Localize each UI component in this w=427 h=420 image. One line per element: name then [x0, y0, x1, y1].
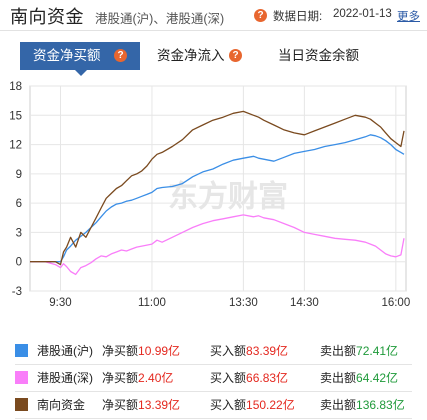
series-line-2 [30, 110, 405, 266]
header-divider [0, 30, 427, 31]
legend-swatch [15, 371, 28, 384]
active-tab-caret [75, 70, 87, 76]
legend-swatch [15, 344, 28, 357]
series-name: 南向资金 [37, 398, 86, 412]
buy-amount: 买入额150.22亿 [210, 392, 295, 418]
buy-label: 买入额 [210, 371, 247, 385]
tab-balance[interactable]: 当日资金余额 [278, 42, 359, 70]
legend-row-hgt: 港股通(沪) 净买额10.99亿 买入额83.39亿 卖出额72.41亿 [15, 338, 412, 365]
buy-label: 买入额 [210, 344, 247, 358]
x-tick-label: 11:00 [138, 297, 166, 309]
buy-value: 150.22亿 [246, 398, 295, 412]
x-tick-label: 9:30 [49, 297, 71, 309]
help-icon[interactable]: ? [229, 49, 242, 62]
y-tick-label: 9 [16, 169, 22, 181]
series-line-0 [30, 134, 405, 263]
sell-value: 136.83亿 [356, 398, 405, 412]
y-tick-label: 15 [9, 110, 22, 122]
page-title: 南向资金 [10, 7, 84, 27]
tab-net-inflow-label: 资金净流入 [157, 48, 225, 63]
sell-amount: 卖出额136.83亿 [320, 392, 405, 418]
help-icon[interactable]: ? [114, 49, 127, 62]
y-tick-label: -3 [12, 286, 22, 298]
net-buy-value: 2.40亿 [138, 371, 174, 385]
buy-amount: 买入额83.39亿 [210, 338, 288, 364]
help-icon[interactable]: ? [254, 9, 267, 22]
sell-label: 卖出额 [320, 344, 357, 358]
series-line-1 [30, 214, 405, 276]
y-tick-label: 0 [16, 257, 22, 269]
sell-amount: 卖出额72.41亿 [320, 338, 398, 364]
buy-label: 买入额 [210, 398, 247, 412]
net-buy: 净买额13.39亿 [102, 392, 180, 418]
net-buy-label: 净买额 [102, 371, 139, 385]
legend-swatch [15, 398, 28, 411]
sell-label: 卖出额 [320, 371, 357, 385]
header: 南向资金 港股通(沪)、港股通(深) ? 数据日期: 2022-01-13 更多 [0, 0, 427, 30]
sell-value: 64.42亿 [356, 371, 399, 385]
legend-table: 港股通(沪) 净买额10.99亿 买入额83.39亿 卖出额72.41亿 港股通… [15, 338, 412, 419]
buy-amount: 买入额66.83亿 [210, 365, 288, 391]
date-value: 2022-01-13 [333, 8, 392, 20]
x-tick-label: 14:30 [290, 297, 319, 309]
series-name: 港股通(沪) [37, 344, 93, 358]
southbound-chart: -3 0 3 6 9 12 15 18 9:30 11:00 13:30 14:30 16:00 东方财富 [9, 81, 410, 309]
net-buy: 净买额10.99亿 [102, 338, 180, 364]
sell-value: 72.41亿 [356, 344, 399, 358]
watermark-text: 东方财富 [168, 180, 288, 215]
more-link[interactable]: 更多 [397, 11, 420, 23]
y-tick-label: 18 [9, 81, 22, 93]
date-label: 数据日期: [273, 11, 323, 23]
sell-label: 卖出额 [320, 398, 357, 412]
tab-net-buy-label: 资金净买额 [33, 48, 101, 63]
x-tick-label: 16:00 [381, 297, 410, 309]
net-buy-label: 净买额 [102, 344, 139, 358]
buy-value: 66.83亿 [246, 371, 289, 385]
buy-value: 83.39亿 [246, 344, 289, 358]
x-tick-label: 13:30 [229, 297, 258, 309]
tab-net-inflow[interactable]: 资金净流入 [157, 42, 225, 70]
y-tick-label: 12 [9, 140, 22, 152]
net-buy-value: 13.39亿 [138, 398, 181, 412]
net-buy: 净买额2.40亿 [102, 365, 173, 391]
sell-amount: 卖出额64.42亿 [320, 365, 398, 391]
tab-balance-label: 当日资金余额 [278, 48, 359, 63]
y-tick-label: 6 [16, 198, 22, 210]
net-buy-value: 10.99亿 [138, 344, 181, 358]
y-tick-label: 3 [16, 227, 22, 239]
net-buy-label: 净买额 [102, 398, 139, 412]
legend-row-total: 南向资金 净买额13.39亿 买入额150.22亿 卖出额136.83亿 [15, 392, 412, 419]
page-subtitle: 港股通(沪)、港股通(深) [95, 12, 225, 26]
series-name: 港股通(深) [37, 371, 93, 385]
legend-row-sgt: 港股通(深) 净买额2.40亿 买入额66.83亿 卖出额64.42亿 [15, 365, 412, 392]
